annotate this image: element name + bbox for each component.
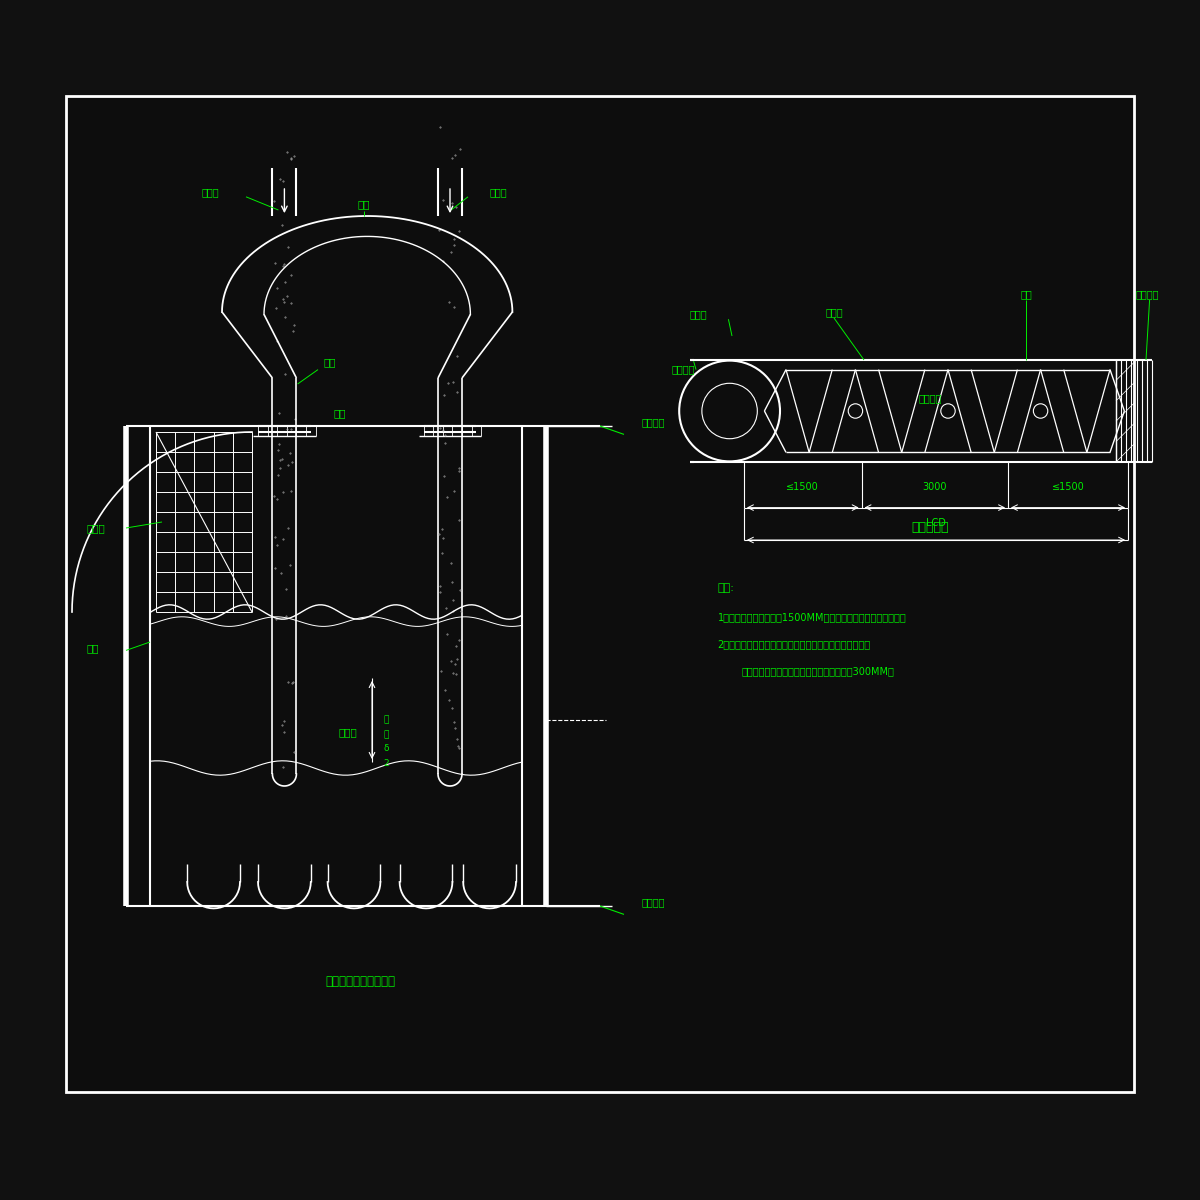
Text: ≤1500: ≤1500 — [1051, 482, 1085, 492]
Text: LCD: LCD — [926, 518, 946, 528]
Text: 钢筋笼: 钢筋笼 — [826, 307, 842, 317]
Text: 接头: 接头 — [86, 643, 98, 653]
Text: 槽段顶部: 槽段顶部 — [642, 418, 666, 427]
Text: 槽底标高: 槽底标高 — [642, 898, 666, 907]
Text: 导管布置图: 导管布置图 — [911, 522, 949, 534]
Text: 2、多根导管浇灌混凝土时，应注意同步进行，保持混凝土: 2、多根导管浇灌混凝土时，应注意同步进行，保持混凝土 — [718, 640, 871, 649]
Text: δ: δ — [384, 744, 389, 754]
Text: 面呈水平状态上升，其混凝土面高差不大于300MM。: 面呈水平状态上升，其混凝土面高差不大于300MM。 — [742, 666, 894, 676]
Text: 混凝土: 混凝土 — [338, 727, 358, 737]
Text: 说明:: 说明: — [718, 583, 734, 593]
Text: 导管: 导管 — [324, 358, 336, 367]
Text: 混凝土: 混凝土 — [490, 187, 506, 197]
Text: 混凝土: 混凝土 — [202, 187, 218, 197]
Text: 槽段顶部: 槽段顶部 — [672, 365, 696, 374]
Text: 钢筋笼: 钢筋笼 — [86, 523, 106, 533]
Text: 水平桁架: 水平桁架 — [1135, 289, 1159, 299]
Text: ≤1500: ≤1500 — [786, 482, 820, 492]
Text: 管: 管 — [384, 730, 389, 739]
Text: 导管: 导管 — [1020, 289, 1032, 299]
Bar — [66, 96, 1134, 1092]
Text: 1、导管布置间距不大于1500MM的前提下，尽量靠近接头位置。: 1、导管布置间距不大于1500MM的前提下，尽量靠近接头位置。 — [718, 612, 906, 622]
Text: 锁口管: 锁口管 — [690, 310, 708, 319]
Text: 2: 2 — [384, 758, 389, 768]
Text: 导管水下砼浇灌示意图: 导管水下砼浇灌示意图 — [325, 976, 395, 988]
Text: 纵向桁架: 纵向桁架 — [918, 394, 942, 403]
Text: 泥浆: 泥浆 — [334, 408, 346, 418]
Text: 导: 导 — [384, 715, 389, 725]
Text: 3000: 3000 — [923, 482, 947, 492]
Text: 漏斗: 漏斗 — [358, 199, 370, 209]
